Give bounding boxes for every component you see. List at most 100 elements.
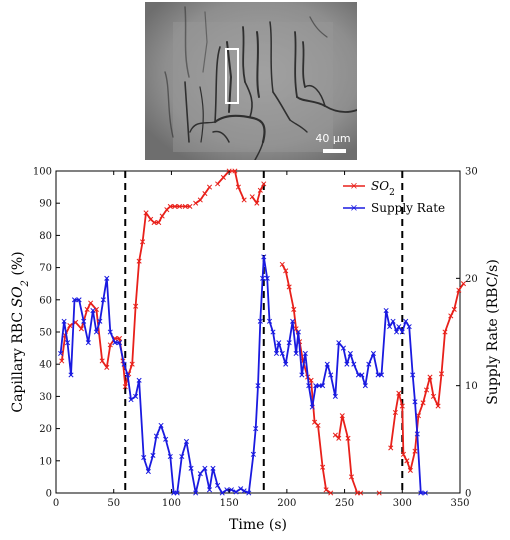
y-left-tick-label: 100 [33,167,52,178]
capillary-micrograph: 40 μm [145,2,357,160]
point-so2 [345,435,351,441]
point-supply [393,329,400,335]
point-supply [403,318,409,324]
point-supply [293,350,299,357]
x-tick-label: 200 [277,498,296,509]
point-supply [158,422,164,428]
point-supply [81,318,87,324]
point-supply [340,345,346,351]
point-supply [257,318,263,324]
point-supply [255,383,261,389]
point-so2 [308,377,314,383]
point-so2 [140,239,146,245]
point-supply [332,393,338,399]
point-so2 [388,445,394,451]
point-so2 [202,190,208,197]
point-so2 [193,200,199,206]
y-right-tick-label: 30 [465,167,478,178]
point-so2 [67,323,73,329]
point-so2 [376,490,382,496]
point-supply [141,455,147,461]
point-so2 [392,409,398,416]
point-supply [406,324,412,330]
point-so2 [358,490,364,496]
point-supply [250,451,256,457]
point-supply [266,318,273,324]
point-supply [276,340,282,346]
point-so2 [151,219,157,226]
point-supply [246,490,252,496]
point-so2 [423,387,430,393]
scale-label: 40 μm [315,132,350,145]
point-supply [328,372,334,378]
point-so2 [176,203,183,209]
point-supply [153,433,159,439]
point-supply [410,372,416,378]
point-so2 [261,181,267,187]
point-so2 [167,203,173,209]
point-supply [202,465,208,471]
point-so2 [283,268,289,274]
point-so2 [59,358,65,364]
point-so2 [257,187,263,193]
y-left-title-sub: 2 [20,280,31,287]
point-supply [302,350,308,357]
point-supply [179,453,185,460]
point-supply [253,426,259,432]
point-supply [188,465,194,471]
point-supply [145,468,151,475]
point-supply [383,307,389,314]
point-supply [197,471,203,477]
point-supply [174,490,180,496]
point-supply [215,482,221,489]
point-so2 [336,435,342,441]
y-left-tick-label: 60 [39,295,52,306]
x-tick-label: 0 [53,498,59,509]
point-so2 [407,467,413,474]
point-so2 [438,371,445,377]
point-supply [71,297,78,303]
point-supply [228,487,235,493]
point-so2 [323,487,329,493]
point-supply [193,490,199,496]
point-supply [290,318,296,324]
point-so2 [235,184,241,190]
point-so2 [156,219,162,226]
point-so2 [136,258,142,264]
point-so2 [328,490,334,496]
point-supply [104,275,110,281]
point-supply [286,340,292,346]
y-left-title-prefix: Capillary RBC [10,308,26,413]
series-line-supply [59,255,426,494]
point-so2 [279,261,285,267]
point-supply [100,297,106,303]
point-so2 [399,403,405,409]
point-supply [320,383,326,389]
point-so2 [215,181,221,187]
series-line-so2 [251,183,265,205]
point-supply [344,361,350,367]
point-supply [270,329,276,335]
point-so2 [451,306,457,313]
point-supply [366,361,372,367]
point-so2 [400,451,406,457]
point-so2 [143,210,149,216]
y-left-tick-label: 30 [39,392,52,403]
point-so2 [241,197,247,203]
point-so2 [442,329,448,335]
point-supply [136,377,142,383]
point-so2 [187,203,193,209]
point-so2 [396,390,402,396]
point-supply [362,383,368,389]
point-so2 [159,213,165,219]
x-tick-label: 100 [162,498,181,509]
y-left-tick-label: 80 [39,231,52,242]
point-supply [90,307,96,314]
point-supply [233,489,239,495]
y-right-tick-label: 10 [465,381,478,392]
point-supply [167,453,173,460]
point-supply [324,361,330,367]
point-so2 [249,194,255,200]
point-so2 [122,384,128,390]
point-supply [58,350,64,357]
